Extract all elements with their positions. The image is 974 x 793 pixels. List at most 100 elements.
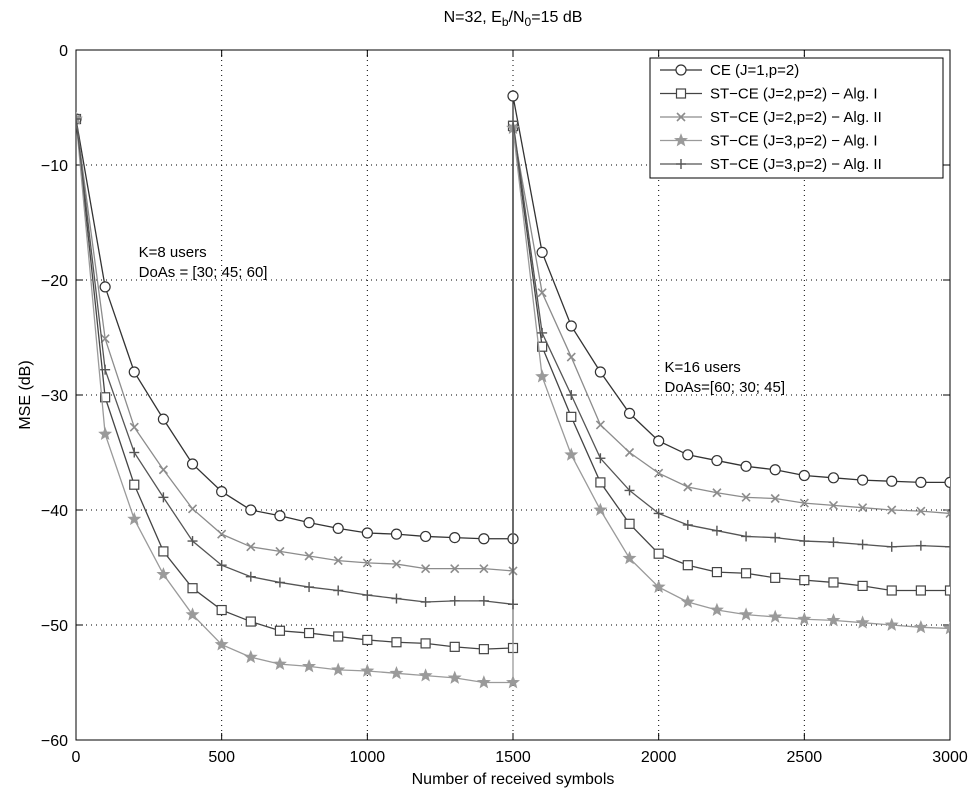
series-2-point xyxy=(799,575,810,586)
series-5-point xyxy=(449,595,460,606)
series-5-point xyxy=(274,577,285,588)
x-tick-label: 3000 xyxy=(932,749,968,766)
axis-ticks: 0 500 1000 1500 2000 2500 3000 0 −10 −20 −30 −40 −50… xyxy=(41,43,968,766)
series-4-point xyxy=(797,611,812,626)
series-4-point xyxy=(535,369,550,383)
series-2-point xyxy=(624,518,635,529)
series-5-point xyxy=(158,492,169,503)
legend-marker-4 xyxy=(674,133,688,147)
series-layer xyxy=(76,90,950,689)
series-2-point xyxy=(595,477,606,488)
series-2-point xyxy=(770,572,781,583)
series-2-point xyxy=(944,585,950,596)
series-3-point xyxy=(799,498,809,508)
series-3-point xyxy=(479,564,489,574)
series-2-point xyxy=(216,604,227,616)
series-5-point xyxy=(391,593,402,604)
y-tick-label: −60 xyxy=(41,733,68,750)
series-5-point xyxy=(478,595,489,606)
series-5-point xyxy=(828,537,839,548)
series-3-point xyxy=(916,506,926,516)
series-4-point xyxy=(855,615,870,629)
series-1-point xyxy=(827,472,840,484)
series-3-point xyxy=(450,564,460,574)
series-line-5 xyxy=(76,118,950,606)
series-3-point xyxy=(654,468,664,478)
series-1-point xyxy=(99,281,111,293)
series-4-point xyxy=(360,663,375,677)
annotation-2: K=16 users DoAs=[60; 30; 45] xyxy=(664,359,785,396)
series-2-point xyxy=(915,585,926,596)
series-4-point xyxy=(156,567,171,581)
series-5-point xyxy=(945,541,950,552)
series-5-point xyxy=(245,571,256,582)
series-4-point xyxy=(826,613,841,627)
series-1-point xyxy=(216,486,228,498)
series-1-point xyxy=(856,474,869,486)
legend-entry-2: ST−CE (J=2,p=2) − Alg. I xyxy=(710,86,878,103)
series-3-point xyxy=(275,546,285,556)
series-4-point xyxy=(272,656,287,671)
series-2-point xyxy=(100,392,111,403)
series-4-point xyxy=(302,659,317,673)
series-4-point xyxy=(185,607,200,621)
series-3-point xyxy=(362,558,372,568)
series-2-point xyxy=(828,577,839,588)
series-4-point xyxy=(943,621,950,635)
series-1-point xyxy=(623,407,636,419)
annotations: K=8 users DoAs = [30; 45; 60] K=16 users Do… xyxy=(139,244,785,396)
series-1-point xyxy=(303,517,315,529)
series-3-point xyxy=(624,447,635,458)
series-3-point xyxy=(421,564,431,574)
annotation-1: K=8 users DoAs = [30; 45; 60] xyxy=(139,244,268,281)
series-2-point xyxy=(245,616,256,627)
legend-marker-3 xyxy=(676,112,686,122)
series-2-point xyxy=(274,625,286,636)
series-1-point xyxy=(449,531,461,544)
series-4-point xyxy=(418,668,433,682)
series-5-point xyxy=(886,541,897,552)
series-1-point xyxy=(653,435,665,447)
legend-entry-1: CE (J=1,p=2) xyxy=(710,62,799,79)
series-1-point xyxy=(390,528,403,540)
series-4-point xyxy=(913,619,928,634)
series-1-point xyxy=(682,449,694,461)
x-tick-label: 0 xyxy=(72,749,81,766)
series-2-point xyxy=(391,637,402,648)
series-1-point xyxy=(594,366,607,378)
series-5-point xyxy=(799,536,810,547)
series-2-point xyxy=(478,644,489,655)
series-2-point xyxy=(420,638,431,649)
series-5-point xyxy=(682,519,693,530)
chart-title: N=32, Eb/N0=15 dB xyxy=(444,9,583,29)
y-tick-label: −20 xyxy=(41,273,68,290)
series-1-point xyxy=(798,469,810,482)
series-3-point xyxy=(683,482,693,492)
series-3-point xyxy=(246,542,256,552)
series-5-point xyxy=(711,525,722,536)
series-4-point xyxy=(243,649,258,664)
series-3-point xyxy=(158,465,168,475)
series-1-point xyxy=(565,320,577,332)
x-tick-label: 2500 xyxy=(787,749,823,766)
series-4-point xyxy=(447,670,462,684)
series-5-point xyxy=(741,531,752,542)
legend: CE (J=1,p=2) ST−CE (J=2,p=2) − Alg. I ST−C… xyxy=(649,57,944,179)
series-4-point xyxy=(127,511,142,526)
x-tick-label: 2000 xyxy=(641,749,677,766)
series-3-point xyxy=(129,422,139,432)
series-4-point xyxy=(768,609,783,623)
x-tick-label: 1500 xyxy=(495,749,531,766)
series-3-point xyxy=(595,420,605,430)
series-4-point xyxy=(593,502,608,516)
series-5-point xyxy=(770,532,781,543)
series-4-point xyxy=(709,602,724,616)
series-1-point xyxy=(478,533,490,545)
series-4-point xyxy=(214,637,229,651)
legend-marker-2 xyxy=(675,88,687,99)
series-2-point xyxy=(566,411,577,422)
series-2-point xyxy=(740,568,752,579)
series-3-point xyxy=(741,492,751,502)
series-3-point xyxy=(712,488,722,498)
